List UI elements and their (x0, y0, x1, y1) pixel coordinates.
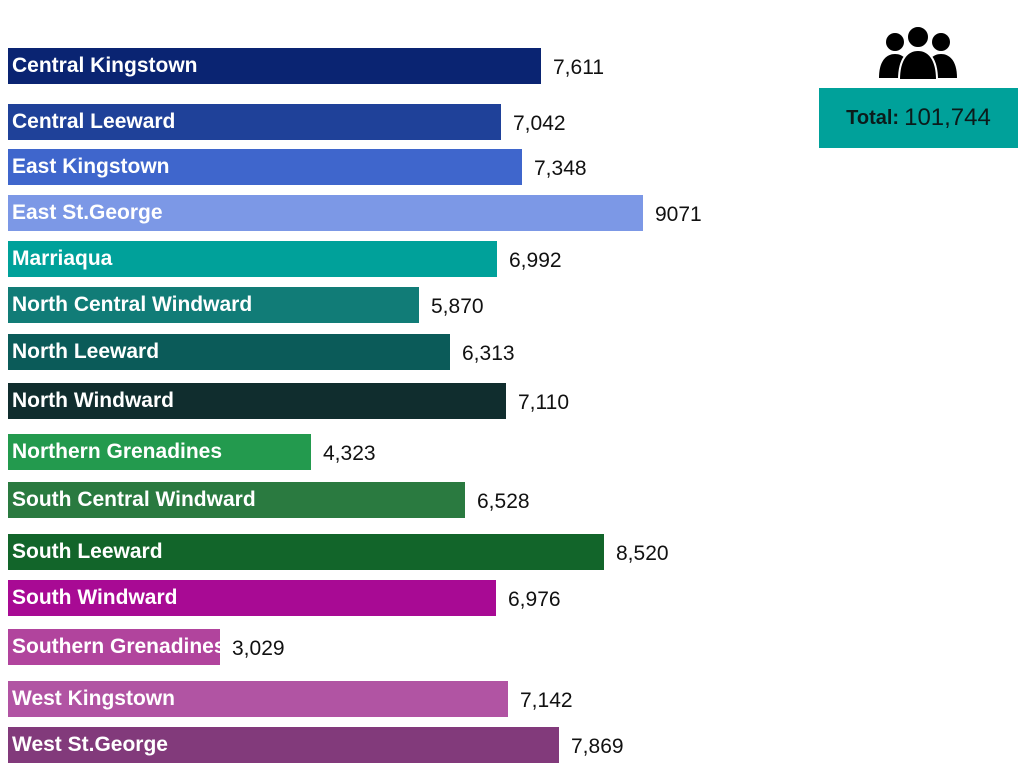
total-badge: Total: 101,744 (819, 88, 1018, 148)
bar-value-label: 7,869 (571, 735, 624, 758)
bar-category-label: North Leeward (12, 340, 160, 363)
bar (8, 727, 559, 763)
bar (8, 534, 604, 570)
bar-value-label: 6,313 (462, 342, 515, 365)
bar-value-label: 6,528 (477, 490, 530, 513)
bar (8, 334, 450, 370)
bar-category-label: North Central Windward (12, 293, 253, 316)
bar (8, 580, 496, 616)
bar-category-label: Central Kingstown (12, 54, 198, 77)
bar-value-label: 7,348 (534, 157, 587, 180)
bar-category-label: Marriaqua (12, 247, 113, 270)
bar-value-label: 7,042 (513, 112, 566, 135)
bar (8, 681, 508, 717)
bar (8, 629, 220, 665)
total-value: 101,744 (904, 104, 991, 131)
bar (8, 104, 501, 140)
bar (8, 482, 465, 518)
bar-value-label: 7,611 (553, 56, 604, 79)
bar (8, 287, 419, 323)
bar-category-label: South Leeward (12, 540, 163, 563)
bar-value-label: 8,520 (616, 542, 669, 565)
bar-category-label: East Kingstown (12, 155, 170, 178)
bar-category-label: North Windward (12, 389, 174, 412)
bar-category-label: West St.George (12, 733, 168, 756)
bar (8, 48, 541, 84)
bar (8, 195, 643, 231)
bar-value-label: 4,323 (323, 442, 376, 465)
bar-value-label: 7,142 (520, 689, 573, 712)
bar-category-label: East St.George (12, 201, 163, 224)
bar-category-label: Central Leeward (12, 110, 176, 133)
bar-category-label: South Central Windward (12, 488, 256, 511)
bar-value-label: 5,870 (431, 295, 484, 318)
bar-value-label: 6,976 (508, 588, 561, 611)
bar-value-label: 9071 (655, 203, 702, 226)
total-label: Total: (846, 106, 900, 129)
bar-value-label: 3,029 (232, 637, 285, 660)
people-group-icon (879, 25, 957, 81)
bar (8, 434, 311, 470)
bar-category-label: South Windward (12, 586, 178, 609)
bar-chart: Central Kingstown 7,611 Central Leeward 7,0… (8, 48, 702, 763)
bar (8, 149, 522, 185)
bar (8, 241, 497, 277)
bar-category-label: Southern Grenadines (12, 635, 226, 658)
bar-value-label: 7,110 (518, 391, 569, 414)
bar-category-label: West Kingstown (12, 687, 175, 710)
bar-category-label: Northern Grenadines (12, 440, 223, 463)
bar-value-label: 6,992 (509, 249, 562, 272)
bar (8, 383, 506, 419)
